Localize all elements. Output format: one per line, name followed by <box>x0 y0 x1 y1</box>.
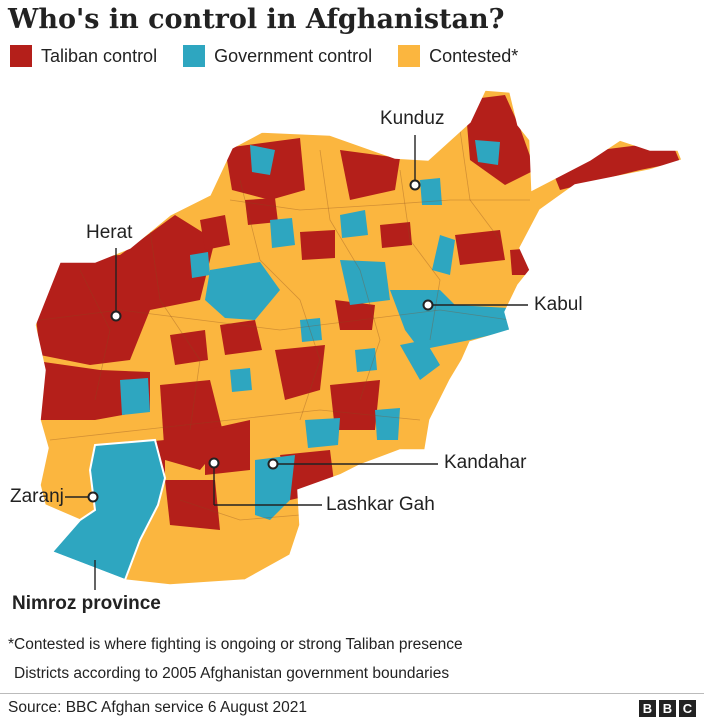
legend: Taliban control Government control Conte… <box>10 45 544 67</box>
bbc-logo-letter-1: B <box>639 700 656 717</box>
kunduz-label: Kunduz <box>380 108 445 129</box>
city-markers <box>87 179 434 503</box>
legend-item-government: Government control <box>183 45 372 67</box>
zaranj-label: Zaranj <box>10 486 64 507</box>
kabul-label: Kabul <box>534 294 583 315</box>
legend-swatch-taliban <box>10 45 32 67</box>
contested-footnote: *Contested is where fighting is ongoing … <box>8 636 463 653</box>
legend-label-government: Government control <box>214 45 373 66</box>
legend-item-taliban: Taliban control <box>10 45 157 67</box>
nimroz-province-label: Nimroz province <box>12 593 161 614</box>
country-outline <box>34 89 683 586</box>
herat-marker <box>110 310 122 322</box>
zaranj-marker <box>87 491 99 503</box>
leader-lines <box>65 135 528 590</box>
legend-item-contested: Contested* <box>398 45 518 67</box>
legend-label-contested: Contested* <box>429 45 519 66</box>
bbc-logo-letter-3: C <box>679 700 696 717</box>
district-boundaries <box>39 129 530 521</box>
map-title: Who's in control in Afghanistan? <box>8 4 505 35</box>
kandahar-label: Kandahar <box>444 452 527 473</box>
legend-swatch-contested <box>398 45 421 67</box>
bbc-logo: B B C <box>639 700 696 717</box>
districts-footnote: Districts according to 2005 Afghanistan … <box>14 665 450 682</box>
legend-swatch-government <box>183 45 206 67</box>
source-text: Source: BBC Afghan service 6 August 2021 <box>8 699 307 716</box>
lashkar-gah-label: Lashkar Gah <box>326 494 435 515</box>
kabul-marker <box>422 299 434 311</box>
legend-label-taliban: Taliban control <box>41 45 158 66</box>
kandahar-marker <box>267 458 279 470</box>
lashkar-gah-marker <box>208 457 220 469</box>
footer-divider <box>0 693 704 694</box>
bbc-logo-letter-2: B <box>659 700 676 717</box>
herat-label: Herat <box>86 222 133 243</box>
government-districts <box>120 140 512 520</box>
kunduz-marker <box>409 179 421 191</box>
